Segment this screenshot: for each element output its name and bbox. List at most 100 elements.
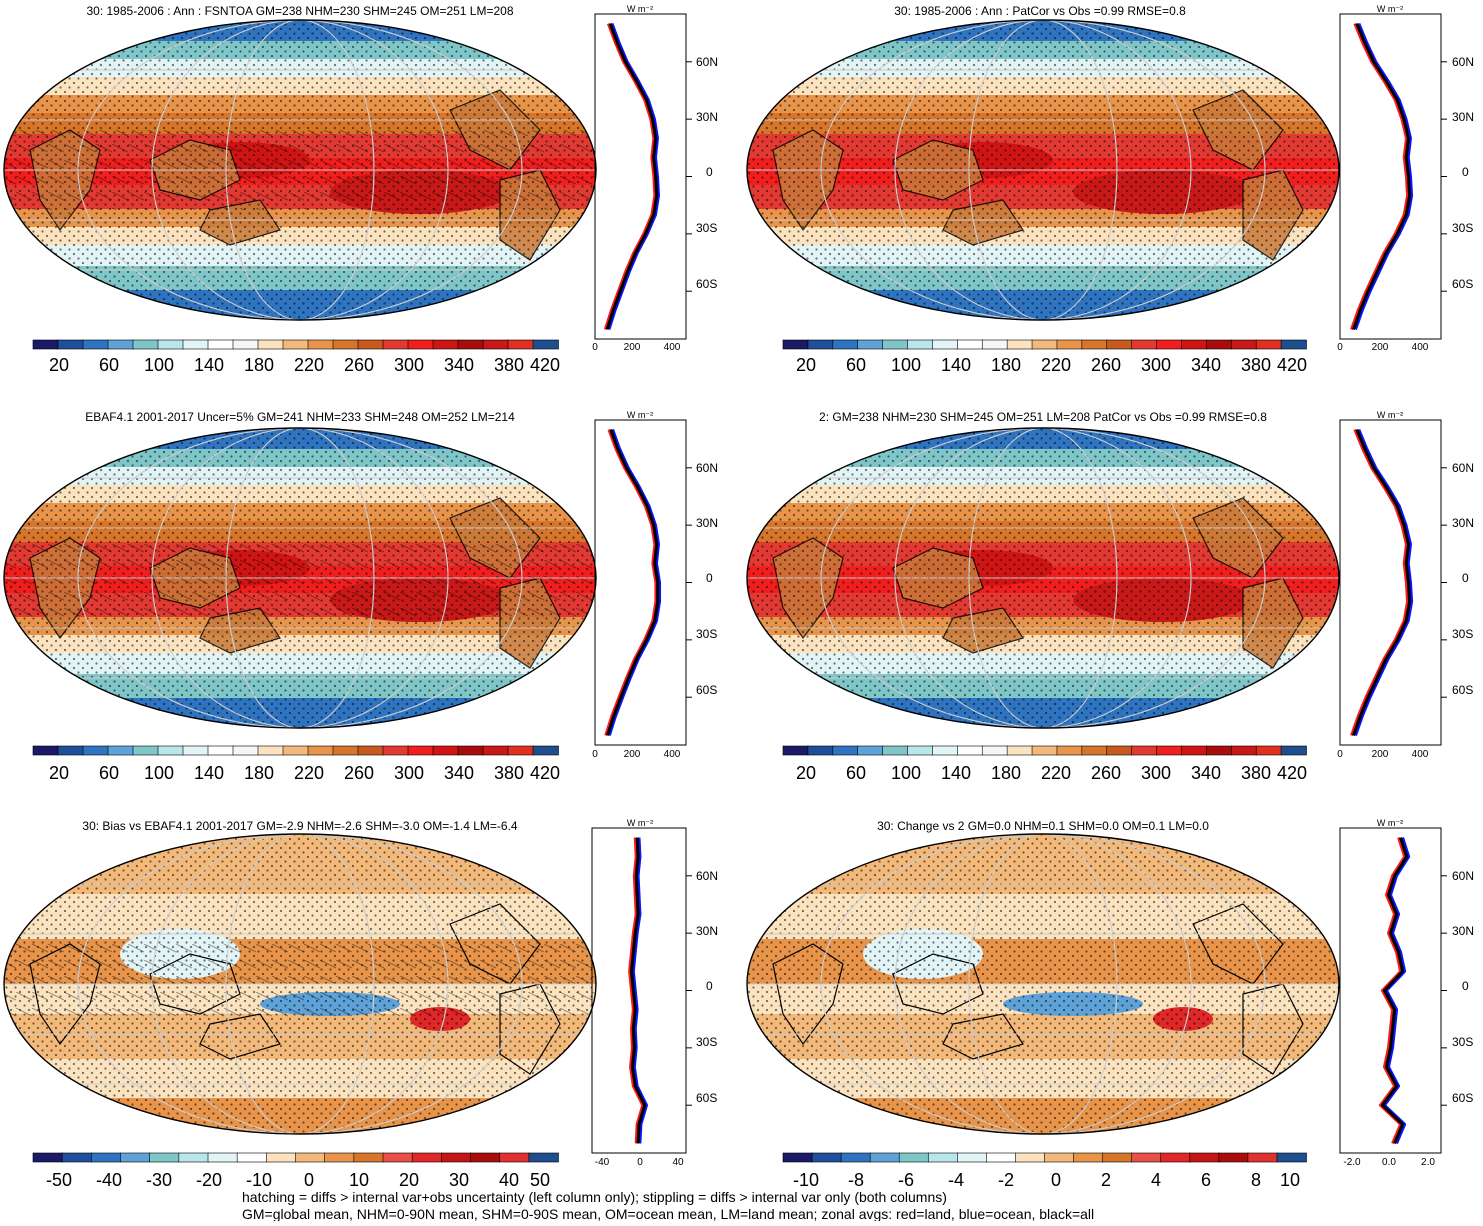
panel-3: 2: GM=238 NHM=230 SHM=245 OM=251 LM=208 … — [746, 410, 1474, 783]
zonal-xtick-5-1: 0.0 — [1382, 1157, 1396, 1168]
colorbar-swatch — [1276, 1152, 1307, 1163]
zonal-line-all — [629, 837, 647, 1144]
zonal-line-land — [1378, 837, 1407, 1145]
map-border — [3, 833, 597, 1135]
colorbar-swatch — [957, 1152, 988, 1163]
colorbar-3 — [782, 745, 1307, 756]
zonal-plot-4: W m⁻² 60N 30N 0 30S 60S -40 0 40 — [591, 818, 718, 1168]
colorbar-labels-3: 20 60 100 140 180 220 260 300 340 380 42… — [796, 763, 1307, 783]
meridian-line — [968, 834, 1118, 1134]
cbar-tick-1-5: 220 — [1041, 355, 1071, 375]
cbar-tick-2-4: 180 — [244, 763, 274, 783]
cbar-tick-0-4: 180 — [244, 355, 274, 375]
colorbar-swatch — [1230, 745, 1257, 756]
colorbar-swatch — [132, 339, 159, 350]
cbar-tick-0-0: 20 — [49, 355, 69, 375]
colorbar-swatch — [1181, 745, 1208, 756]
cbar-tick-2-9: 380 — [494, 763, 524, 783]
zonal-plot-0: W m⁻² 60N 30N 0 30S 60S 0 200 400 — [592, 4, 718, 353]
colorbar-swatch — [432, 339, 459, 350]
meridian-line — [968, 428, 1118, 728]
colorbar-swatch — [1131, 1152, 1162, 1163]
colorbar-swatch — [907, 339, 934, 350]
cbar-tick-2-5: 220 — [294, 763, 324, 783]
colorbar-swatch — [1247, 1152, 1278, 1163]
colorbar-swatch — [82, 339, 109, 350]
colorbar-swatch — [1056, 745, 1083, 756]
colorbar-swatch — [1073, 1152, 1104, 1163]
cbar-tick-3-6: 260 — [1091, 763, 1121, 783]
colorbar-swatch — [232, 339, 259, 350]
colorbar-swatch — [932, 745, 959, 756]
zonal-ytick-5-0: 60N — [1452, 869, 1474, 883]
colorbar-swatch — [1081, 339, 1108, 350]
zonal-ytick-0-3: 30S — [696, 221, 717, 235]
cbar-tick-1-3: 140 — [941, 355, 971, 375]
zonal-ytick-1-1: 30N — [1452, 110, 1474, 124]
colorbar-swatch — [332, 339, 359, 350]
meridian-line — [225, 834, 375, 1134]
map-field — [747, 20, 1339, 320]
map-field — [747, 428, 1339, 728]
colorbar-swatch — [1081, 745, 1108, 756]
zonal-ytick-2-3: 30S — [696, 627, 717, 641]
colorbar-swatch — [1218, 1152, 1249, 1163]
colorbar-swatch — [1280, 339, 1307, 350]
map-border — [746, 833, 1340, 1135]
zonal-ytick-4-1: 30N — [696, 924, 718, 938]
colorbar-swatch — [1230, 339, 1257, 350]
colorbar-swatch — [832, 339, 859, 350]
map-3 — [746, 427, 1340, 729]
zonal-units-2: W m⁻² — [627, 410, 653, 420]
colorbar-swatch — [986, 1152, 1017, 1163]
map-2 — [3, 427, 597, 729]
colorbar-swatch — [981, 745, 1008, 756]
meridian-line — [151, 834, 449, 1134]
colorbar-swatch — [457, 745, 484, 756]
zonal-units-3: W m⁻² — [1377, 410, 1403, 420]
zonal-line-ocean — [607, 429, 662, 736]
map-0 — [3, 19, 597, 321]
zonal-xtick-1-0: 0 — [1337, 342, 1343, 353]
zonal-ytick-1-0: 60N — [1452, 55, 1474, 69]
colorbar-labels-4: -50 -40 -30 -20 -10 0 10 20 30 40 50 — [46, 1170, 550, 1190]
colorbar-swatch — [528, 1152, 559, 1163]
zonal-line-all — [605, 23, 659, 330]
zonal-frame — [594, 419, 687, 746]
zonal-xtick-1-2: 400 — [1412, 342, 1429, 353]
colorbar-swatch — [957, 745, 984, 756]
zonal-xtick-2-2: 400 — [664, 749, 681, 760]
colorbar-swatch — [382, 745, 409, 756]
zonal-ytick-5-3: 30S — [1452, 1035, 1473, 1049]
colorbar-swatch — [32, 1152, 63, 1163]
colorbar-swatch — [857, 339, 884, 350]
meridian-line — [894, 834, 1192, 1134]
zonal-xtick-0-2: 400 — [664, 342, 681, 353]
zonal-plot-5: W m⁻² 60N 30N 0 30S 60S -2.0 0.0 2.0 — [1339, 818, 1474, 1168]
colorbar-swatch — [207, 745, 234, 756]
colorbar-swatch — [132, 745, 159, 756]
cbar-tick-4-3: -20 — [196, 1170, 222, 1190]
colorbar-swatch — [1106, 745, 1133, 756]
colorbar-swatch — [282, 339, 309, 350]
colorbar-swatch — [207, 339, 234, 350]
colorbar-swatch — [782, 745, 809, 756]
colorbar-swatch — [382, 1152, 413, 1163]
zonal-ytick-5-4: 60S — [1452, 1091, 1473, 1105]
colorbar-swatch — [32, 745, 59, 756]
cbar-tick-5-9: 8 — [1251, 1170, 1261, 1190]
colorbar-swatch — [107, 745, 134, 756]
cbar-tick-4-2: -30 — [146, 1170, 172, 1190]
meridian-line — [225, 428, 375, 728]
cbar-tick-4-10: 50 — [530, 1170, 550, 1190]
zonal-ytick-2-1: 30N — [696, 516, 718, 530]
zonal-line-land — [1350, 22, 1410, 330]
panel-title-0: 30: 1985-2006 : Ann : FSNTOA GM=238 NHM=… — [86, 4, 513, 18]
zonal-units-0: W m⁻² — [627, 4, 653, 14]
cbar-tick-1-9: 380 — [1241, 355, 1271, 375]
cbar-tick-5-0: -10 — [793, 1170, 819, 1190]
cbar-tick-5-1: -8 — [848, 1170, 864, 1190]
zonal-ytick-0-0: 60N — [696, 55, 718, 69]
colorbar-swatch — [307, 339, 334, 350]
zonal-line-all — [606, 429, 660, 736]
